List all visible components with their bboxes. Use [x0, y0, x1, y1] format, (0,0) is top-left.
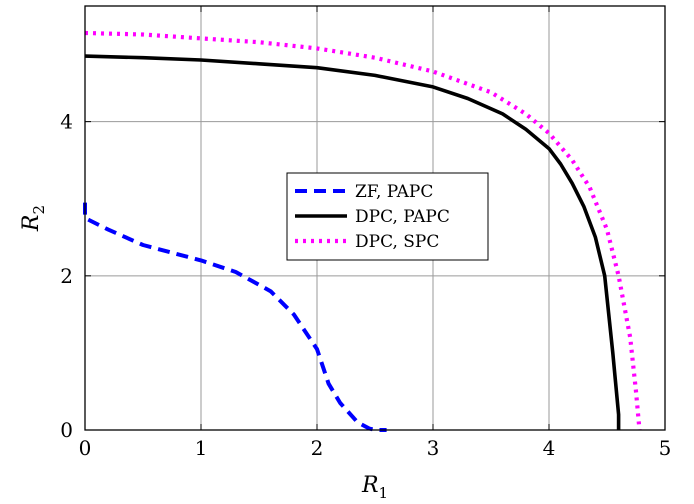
x-tick-label: 3: [427, 436, 440, 460]
tick-labels: 0 1 2 3 4 5 0 2 4: [60, 110, 671, 460]
ticks: [84, 6, 666, 431]
x-axis-label-main: R: [361, 473, 379, 498]
legend: ZF, PAPC DPC, PAPC DPC, SPC: [286, 172, 489, 261]
series-line-3: [84, 30, 642, 431]
x-tick-label: 0: [79, 436, 92, 460]
x-axis-label-sub: 1: [379, 484, 389, 502]
x-axis-label: R1: [361, 473, 388, 502]
x-tick-label: 1: [195, 436, 208, 460]
legend-label-3: DPC, SPC: [355, 232, 439, 252]
y-tick-label: 2: [60, 264, 73, 288]
x-tick-label: 4: [543, 436, 556, 460]
series-line-1: [83, 202, 387, 432]
y-axis-label: R2: [19, 205, 48, 232]
x-tick-label: 2: [311, 436, 324, 460]
y-axis-label-main: R: [19, 214, 44, 232]
legend-label-1: ZF, PAPC: [355, 182, 433, 202]
x-tick-label: 5: [659, 436, 672, 460]
series-group: [83, 30, 642, 432]
series-line-2: [84, 54, 621, 430]
y-axis-label-sub: 2: [30, 205, 48, 215]
y-tick-label: 0: [60, 418, 73, 442]
y-tick-label: 4: [60, 110, 73, 134]
legend-label-2: DPC, PAPC: [355, 207, 450, 227]
plot-frame: [84, 5, 666, 431]
